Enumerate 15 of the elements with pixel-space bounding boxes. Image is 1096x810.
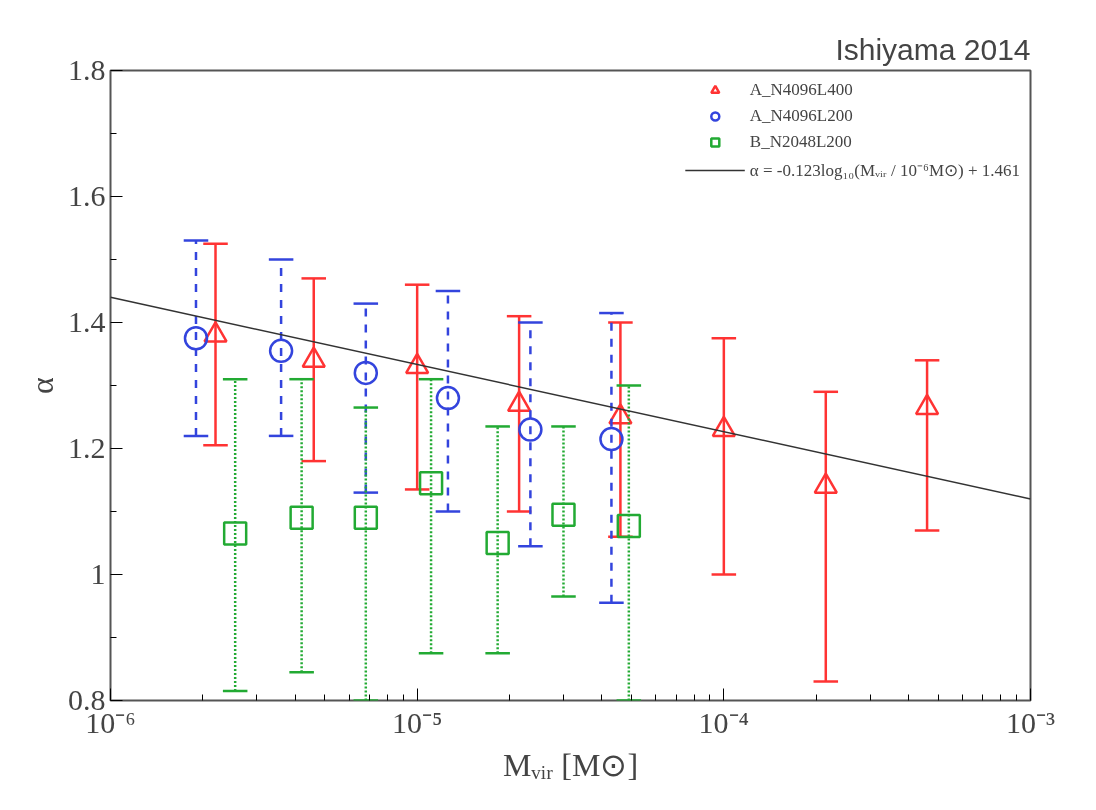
- text: Ishiyama 2014: [835, 32, 1031, 66]
- x-tick-label: 10⁻³: [1006, 705, 1055, 739]
- y-tick-label: 1.6: [68, 179, 106, 212]
- legend-label: A_N4096L400: [749, 80, 853, 100]
- legend-label: A_N4096L200: [749, 106, 853, 126]
- y-tick-label: 1.4: [68, 305, 106, 338]
- y-axis-title: α: [24, 376, 60, 394]
- y-tick-label: 1.2: [68, 431, 106, 464]
- legend-label: B_N2048L200: [749, 132, 852, 152]
- x-tick-label: 10⁻⁴: [698, 705, 750, 739]
- x-tick-label: 10⁻⁵: [391, 705, 443, 739]
- y-tick-label: 1.8: [68, 53, 106, 86]
- legend-label: α = -0.123log₁₀(Mᵥᵢᵣ / 10⁻⁶M⊙) + 1.461: [749, 160, 1020, 181]
- x-axis-title: Mᵥᵢᵣ [M⊙]: [502, 746, 639, 783]
- y-tick-label: 1: [90, 557, 106, 590]
